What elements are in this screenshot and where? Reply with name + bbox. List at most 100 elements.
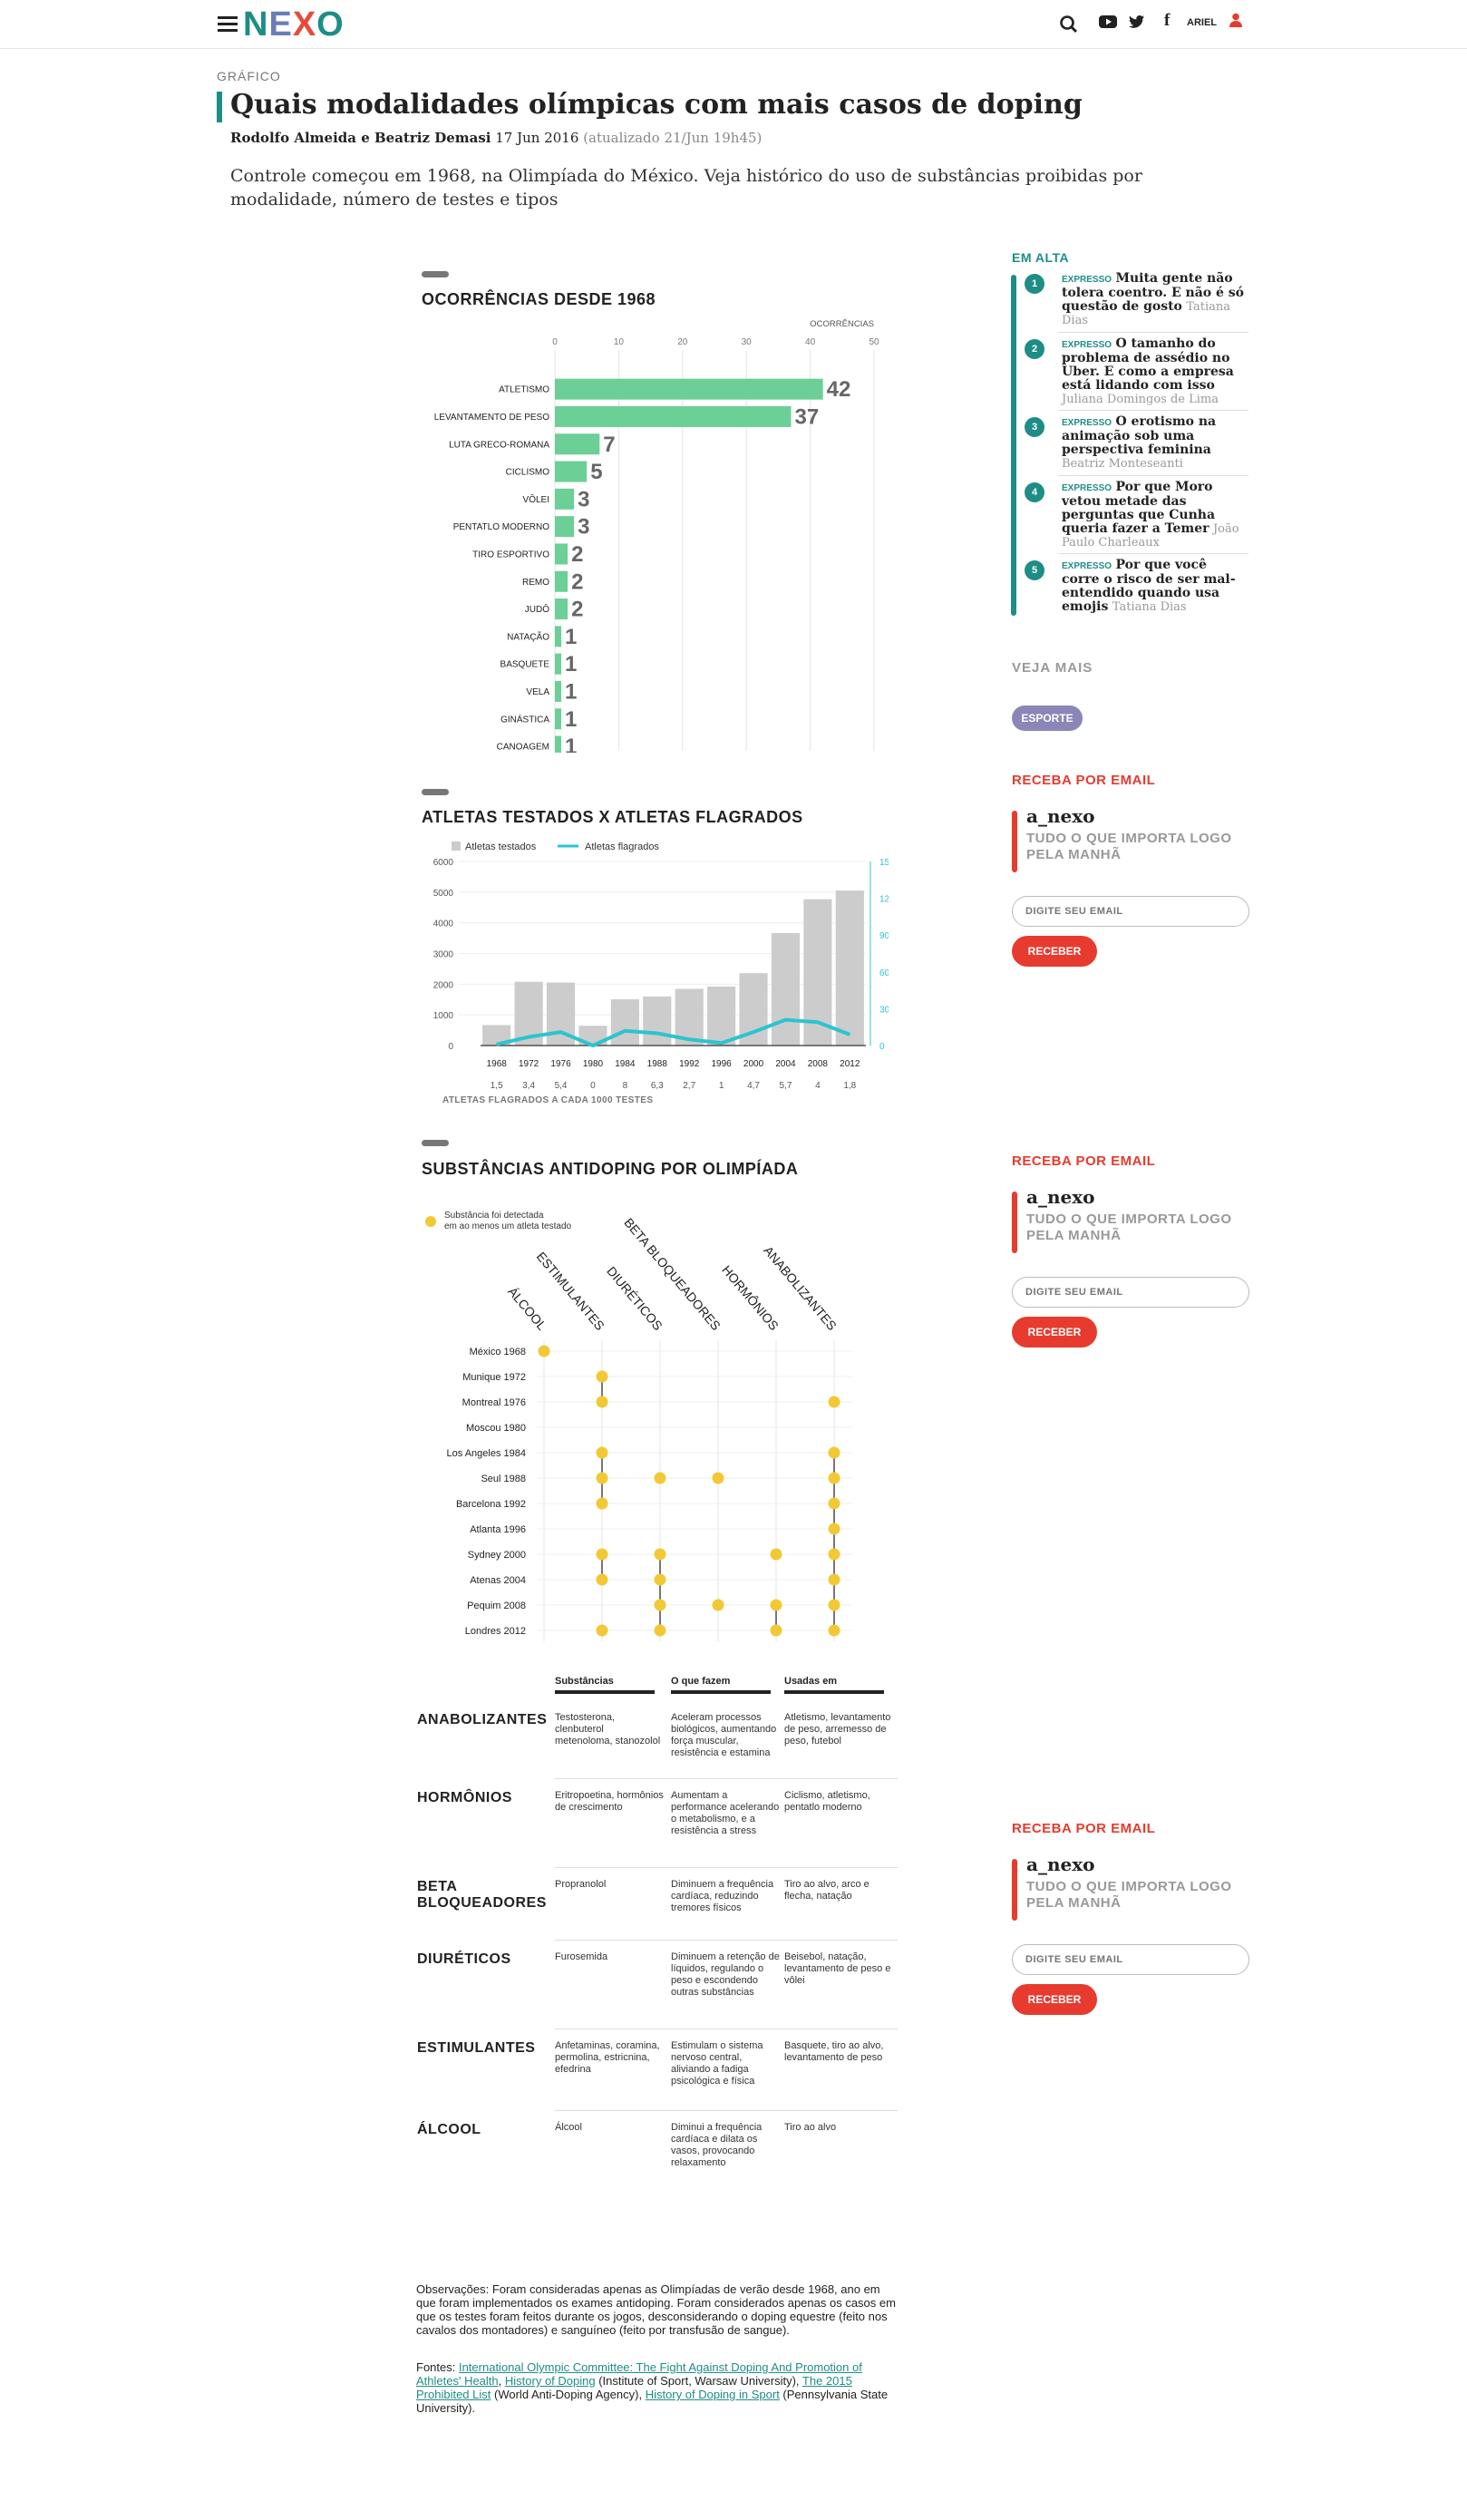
row-separator (555, 2110, 898, 2111)
em-alta-item[interactable]: EXPRESSO O erotismo na animação sob uma … (1062, 414, 1245, 472)
detection-dot[interactable] (712, 1599, 724, 1611)
em-alta-item[interactable]: EXPRESSO Por que Moro vetou metade das p… (1062, 481, 1245, 550)
item-title[interactable]: Muita gente não tolera coentro. E não é … (1062, 271, 1244, 314)
source-link-prohibited-list[interactable]: The 2015 Prohibited List (416, 2374, 852, 2401)
detection-dot[interactable] (596, 1624, 608, 1637)
detection-dot[interactable] (596, 1497, 608, 1510)
bar[interactable] (555, 405, 792, 427)
detection-dot[interactable] (654, 1624, 666, 1637)
detection-dot[interactable] (654, 1599, 666, 1611)
detection-dot[interactable] (770, 1548, 782, 1561)
bar[interactable] (555, 735, 562, 753)
em-alta-item[interactable]: EXPRESSO Por que você corre o risco de s… (1062, 558, 1245, 615)
bar[interactable] (555, 378, 823, 400)
facebook-icon[interactable]: f (1164, 11, 1171, 30)
category-label: REMO (522, 578, 549, 588)
bar-tested[interactable] (610, 999, 639, 1046)
detection-dot[interactable] (770, 1624, 782, 1637)
x-tick-label: 1976 (550, 1059, 571, 1069)
y-left-tick: 1000 (433, 1011, 454, 1021)
detection-dot[interactable] (538, 1345, 550, 1357)
category-label: BASQUETE (500, 660, 550, 670)
subscribe-button[interactable]: RECEBER (1012, 936, 1097, 967)
bar[interactable] (555, 708, 562, 730)
user-name[interactable]: ARIEL (1187, 17, 1217, 28)
line-flagged[interactable] (496, 1017, 851, 1047)
email-input[interactable] (1012, 1944, 1249, 1975)
x-tick-label: 1988 (647, 1059, 668, 1069)
bar[interactable] (555, 516, 575, 538)
newsletter-tagline: TUDO O QUE IMPORTA LOGO (1026, 831, 1232, 846)
detection-dot[interactable] (596, 1446, 608, 1459)
bar[interactable] (555, 680, 562, 702)
y-left-tick: 5000 (433, 889, 454, 899)
bar[interactable] (555, 543, 568, 565)
item-title[interactable]: Por que você corre o risco de ser mal-en… (1062, 558, 1236, 614)
cell-used: Beisebol, natação, levantamento de peso … (784, 1951, 891, 1986)
bar[interactable] (555, 653, 562, 675)
bar-tested[interactable] (482, 1025, 511, 1046)
y-right-tick: 150 (879, 858, 889, 868)
detection-dot[interactable] (654, 1573, 666, 1586)
item-title[interactable]: Por que Moro vetou metade das perguntas … (1062, 480, 1216, 536)
authors[interactable]: Rodolfo Almeida e Beatriz Demasi (230, 130, 491, 146)
detection-dot[interactable] (596, 1548, 608, 1561)
veja-mais-title: VEJA MAIS (1012, 660, 1093, 676)
x-tick-label: 1968 (487, 1059, 508, 1069)
bar-tested[interactable] (707, 986, 736, 1046)
cell-used: Atletismo, levantamento de peso, arremes… (784, 1712, 891, 1746)
esporte-tag-button[interactable]: ESPORTE (1012, 705, 1083, 731)
bar[interactable] (555, 570, 568, 592)
detection-dot[interactable] (654, 1548, 666, 1561)
detection-dot[interactable] (712, 1472, 724, 1484)
email-input[interactable] (1012, 896, 1249, 927)
item-separator (1058, 332, 1248, 333)
bar-tested[interactable] (771, 932, 801, 1046)
detection-dot[interactable] (828, 1624, 840, 1637)
source-link-history-doping[interactable]: History of Doping (504, 2374, 596, 2388)
source-link-history-sport[interactable]: History of Doping in Sport (645, 2388, 780, 2401)
menu-icon[interactable] (218, 16, 238, 33)
item-author: João Paulo Charleaux (1062, 522, 1239, 550)
detection-dot[interactable] (654, 1472, 666, 1484)
bar[interactable] (555, 433, 600, 455)
detection-dot[interactable] (828, 1497, 840, 1510)
source-link-ioc[interactable]: International Olympic Committee: The Fig… (416, 2360, 862, 2388)
bar-tested[interactable] (643, 996, 672, 1046)
subscribe-button[interactable]: RECEBER (1012, 1317, 1097, 1348)
email-input[interactable] (1012, 1277, 1249, 1308)
youtube-icon[interactable] (1099, 15, 1117, 29)
detection-dot[interactable] (596, 1472, 608, 1484)
em-alta-item[interactable]: EXPRESSO O tamanho do problema de assédi… (1062, 336, 1245, 407)
detection-dot[interactable] (596, 1370, 608, 1383)
bar[interactable] (555, 461, 588, 482)
value-label: 3 (578, 515, 589, 540)
detection-dot[interactable] (770, 1599, 782, 1611)
cell-used: Tiro ao alvo, arco e flecha, natação (784, 1879, 870, 1902)
detection-dot[interactable] (828, 1446, 840, 1459)
detection-dot[interactable] (828, 1523, 840, 1535)
detection-dot[interactable] (828, 1599, 840, 1611)
table-row: ESTIMULANTES Anfetaminas, coramina, permo… (417, 2035, 898, 2111)
newsletter-name: a_nexo (1026, 1854, 1095, 1875)
row-name: ÁLCOOL (417, 2122, 481, 2137)
search-icon[interactable] (1059, 15, 1079, 34)
x-tick-label: 2012 (840, 1059, 860, 1069)
bar-tested[interactable] (835, 890, 864, 1046)
detection-dot[interactable] (596, 1573, 608, 1586)
subscribe-button[interactable]: RECEBER (1012, 1984, 1097, 2015)
detection-dot[interactable] (828, 1573, 840, 1586)
bar[interactable] (555, 488, 575, 510)
detection-dot[interactable] (828, 1548, 840, 1561)
user-icon[interactable] (1229, 13, 1242, 27)
detection-dot[interactable] (828, 1472, 840, 1484)
bar[interactable] (555, 598, 568, 620)
detection-dot[interactable] (596, 1396, 608, 1408)
detection-dot[interactable] (828, 1396, 840, 1408)
em-alta-item[interactable]: EXPRESSO Muita gente não tolera coentro.… (1062, 271, 1245, 328)
twitter-icon[interactable] (1129, 15, 1145, 29)
logo[interactable]: NEXO (243, 5, 345, 44)
item-title[interactable]: O erotismo na animação sob uma perspecti… (1062, 414, 1217, 457)
item-title[interactable]: O tamanho do problema de assédio no Uber… (1062, 336, 1234, 393)
bar[interactable] (555, 626, 562, 647)
